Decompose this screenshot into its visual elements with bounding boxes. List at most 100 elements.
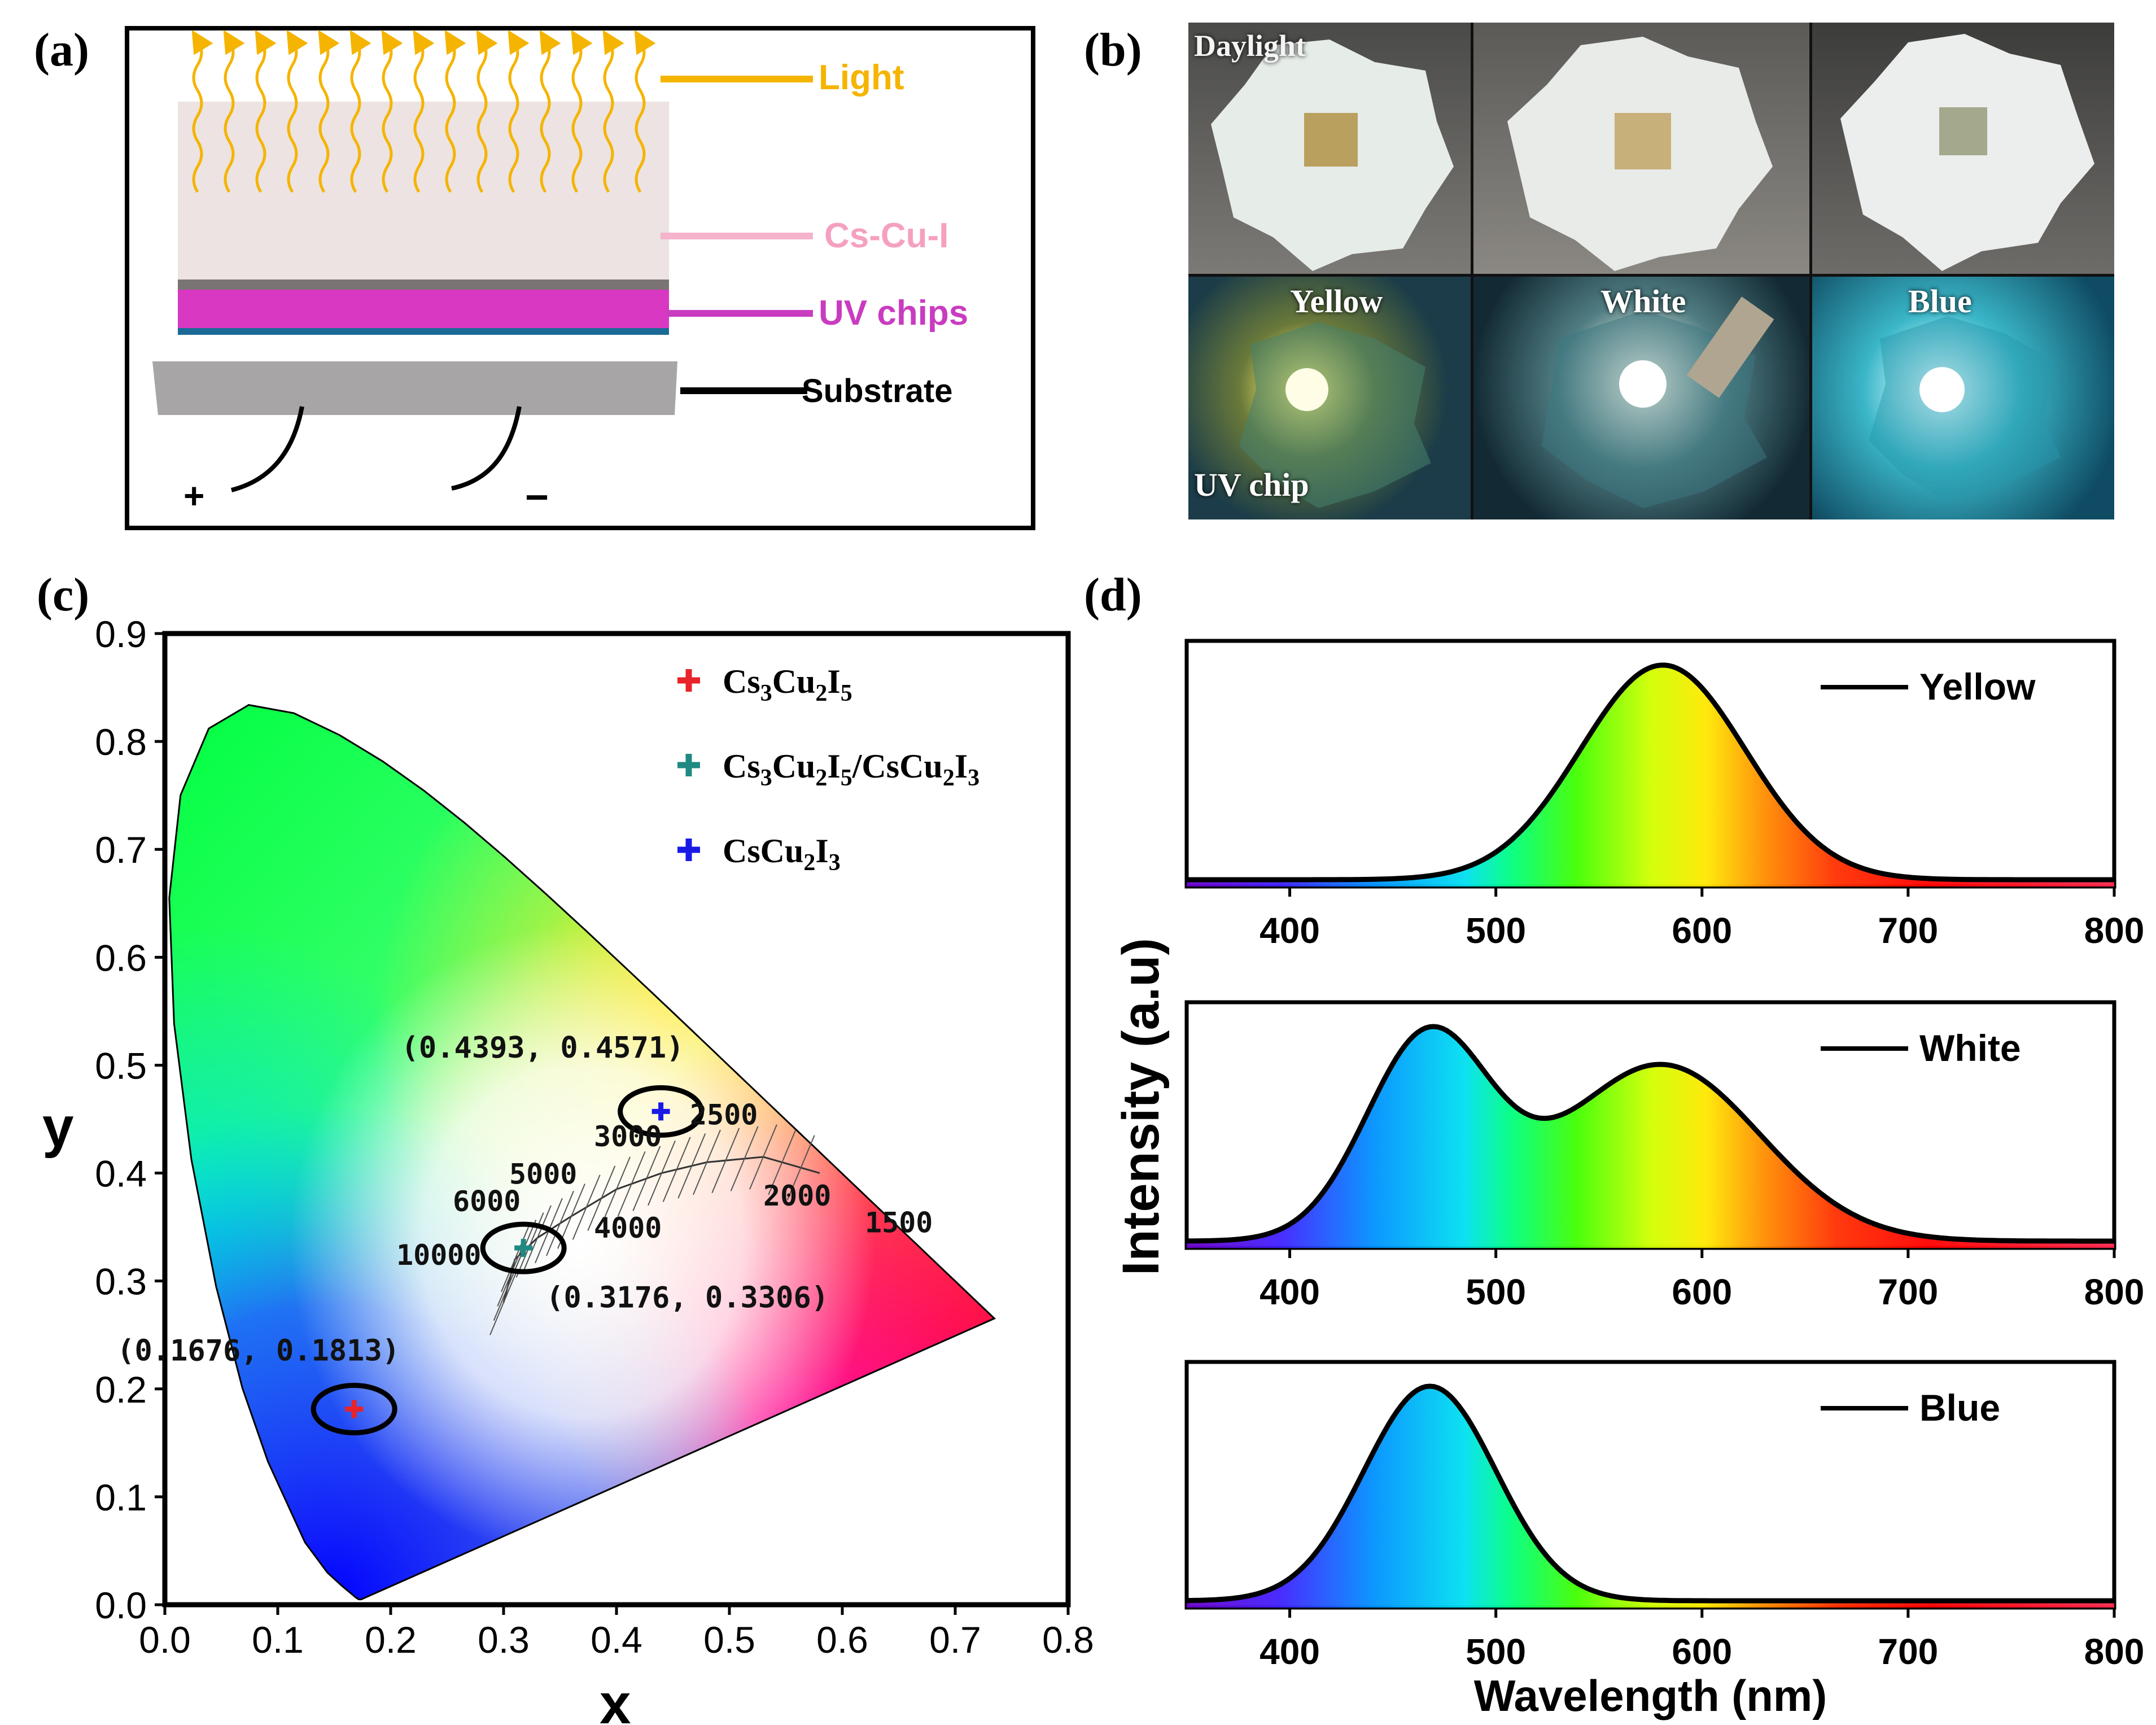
legend-text: Cu xyxy=(772,748,816,785)
spectrum-area xyxy=(1187,665,2114,886)
light-wave xyxy=(349,29,371,193)
legend-text: Cs xyxy=(723,748,760,785)
spectrum-frame xyxy=(1184,1360,2116,1610)
legend-text: /CsCu xyxy=(852,748,943,785)
y-tick-label: 0.2 xyxy=(95,1369,147,1410)
led-photo-grid: Daylight UV chip Yellow White Blue xyxy=(1188,23,2114,519)
legend-subscript: 3 xyxy=(968,765,979,791)
x-tick-label: 0.5 xyxy=(703,1619,755,1661)
legend-subscript: 3 xyxy=(760,680,772,706)
substrate-label: Substrate xyxy=(802,373,953,409)
uvchips-label: UV chips xyxy=(819,294,968,333)
spectrum-area xyxy=(1187,1386,2114,1608)
uv-chip-layer xyxy=(178,290,669,328)
legend-subscript: 3 xyxy=(829,850,841,876)
panel-label-c: (c) xyxy=(37,569,90,621)
substrate-layer xyxy=(152,361,677,415)
cie-chart: 0.0 0.1 0.2 0.3 0.4 0.5 0.6 0.7 0.8 0.0 0.1 0.2 0.3 0… xyxy=(42,613,1094,1725)
y-tick-label: 0.8 xyxy=(95,721,147,763)
iso-cct-line xyxy=(677,1133,706,1199)
x-tick-label: 400 xyxy=(1260,1272,1320,1312)
panel-label-d: (d) xyxy=(1084,569,1142,621)
light-wave xyxy=(508,29,530,193)
spectral-locus xyxy=(168,704,996,1601)
x-tick-label: 800 xyxy=(2084,910,2145,951)
glow xyxy=(1619,360,1667,408)
y-tick-label: 0.3 xyxy=(95,1261,147,1303)
light-wave xyxy=(381,29,403,193)
cscui-label: Cs-Cu-I xyxy=(824,216,948,255)
x-tick-label: 800 xyxy=(2084,1272,2145,1312)
point-coordinate-label: (0.4393, 0.4571) xyxy=(401,1031,684,1065)
x-tick-label: 500 xyxy=(1466,1631,1526,1672)
legend-label: White xyxy=(1919,1027,2021,1069)
legend-marker xyxy=(677,669,700,692)
data-point xyxy=(651,1102,670,1121)
y-tick-label: 0.1 xyxy=(95,1477,147,1518)
photo-daylight-yellow xyxy=(1188,23,1471,274)
cct-label: 1500 xyxy=(865,1207,933,1239)
legend-subscript: 2 xyxy=(943,765,955,791)
x-tick-label: 400 xyxy=(1260,910,1320,951)
light-wave xyxy=(476,29,498,193)
spectrum-panel-blue: Blue 400 500 600 700 800 xyxy=(1184,1360,2144,1672)
chromaticity-fill xyxy=(169,705,995,1600)
photo-uv-yellow xyxy=(1188,277,1471,519)
x-tick-label: 0.6 xyxy=(816,1619,868,1661)
probe xyxy=(1686,296,1774,398)
led-board xyxy=(1869,316,2061,503)
iso-cct-line xyxy=(501,1226,529,1292)
x-tick-label: 400 xyxy=(1260,1631,1320,1672)
legend-label: CsCu2I3 xyxy=(723,832,841,876)
legend-subscript: 2 xyxy=(815,680,827,706)
color-layer xyxy=(169,705,995,1600)
led-board xyxy=(1239,322,1431,508)
wire-negative xyxy=(451,406,522,491)
legend-text: I xyxy=(827,663,840,700)
axis-ticks: 0.0 0.1 0.2 0.3 0.4 0.5 0.6 0.7 0.8 0.0 0.1 0.2 0.3 0… xyxy=(95,613,1094,1661)
light-wave xyxy=(255,29,277,193)
x-axis-label: x xyxy=(600,1672,631,1725)
legend-text: Cs xyxy=(723,663,760,700)
x-tick-label: 0.0 xyxy=(139,1619,191,1661)
x-tick-label: 0.7 xyxy=(929,1619,981,1661)
legend-marker xyxy=(677,839,700,861)
iso-cct-line xyxy=(749,1124,777,1190)
light-wave xyxy=(634,29,656,193)
glow xyxy=(1919,367,1965,412)
cct-label: 5000 xyxy=(509,1158,577,1191)
spectrum-frame xyxy=(1184,639,2116,889)
spectrum-line xyxy=(1187,662,2114,883)
x-tick-label: 700 xyxy=(1878,910,1938,951)
iso-cct-line xyxy=(497,1241,526,1307)
iso-cct-line xyxy=(693,1129,721,1195)
phosphor-dot xyxy=(1939,107,1987,155)
glow xyxy=(1285,368,1328,411)
light-label: Light xyxy=(819,58,904,97)
cct-label: 2000 xyxy=(763,1180,831,1212)
light-wave xyxy=(539,29,561,193)
legend-subscript: 5 xyxy=(841,680,852,706)
x-tick-label: 500 xyxy=(1466,910,1526,951)
iso-cct-line xyxy=(632,1146,661,1211)
iso-cct-line xyxy=(572,1174,601,1240)
y-tick-label: 0.9 xyxy=(95,613,147,655)
spectrum-line xyxy=(1187,1024,2114,1244)
light-waves xyxy=(191,29,656,193)
caption-uv-chip: UV chip xyxy=(1194,466,1309,503)
iso-cct-line xyxy=(587,1165,616,1231)
cct-label: 3000 xyxy=(594,1120,662,1153)
y-tick-label: 0.5 xyxy=(95,1045,147,1086)
y-tick-label: 0.4 xyxy=(95,1153,147,1195)
photo-daylight-blue xyxy=(1812,23,2114,274)
iso-cct-line xyxy=(546,1191,574,1256)
point-coordinate-label: (0.3176, 0.3306) xyxy=(546,1281,829,1315)
iso-cct-line xyxy=(768,1129,797,1195)
spectrum-area xyxy=(1187,1027,2114,1248)
legend-label: Yellow xyxy=(1919,666,2036,708)
x-tick-label: 600 xyxy=(1672,910,1732,951)
panel-label-a: (a) xyxy=(34,24,89,76)
iso-cct-line xyxy=(711,1128,740,1193)
data-point xyxy=(345,1400,364,1418)
